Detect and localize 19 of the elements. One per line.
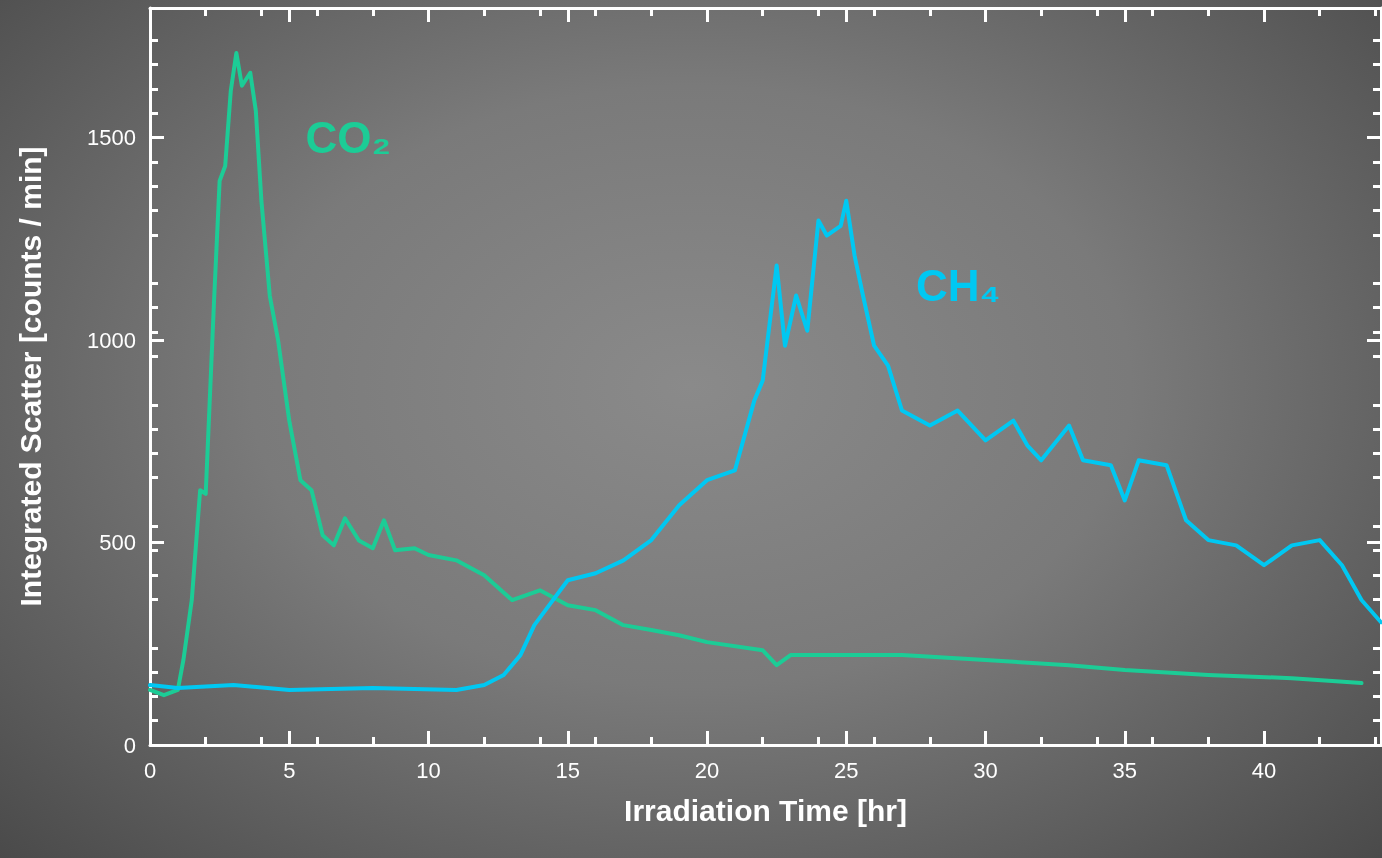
x-tick-label: 20 xyxy=(694,757,720,783)
series-label: CH₄ xyxy=(916,261,1001,311)
y-tick-label: 1500 xyxy=(87,125,136,151)
x-tick-label: 30 xyxy=(973,757,998,783)
x-tick-label: 35 xyxy=(1112,757,1138,783)
x-tick-label: 40 xyxy=(1251,757,1277,783)
y-axis-title: Integrated Scatter [counts / min] xyxy=(13,146,47,607)
line-series xyxy=(148,50,1364,698)
x-tick-label: 0 xyxy=(143,757,157,783)
series-label: CO₂ xyxy=(305,113,392,163)
y-tick-label: 500 xyxy=(99,530,136,556)
x-tick-label: 25 xyxy=(834,757,859,783)
x-tick-label: 10 xyxy=(416,757,441,783)
y-tick-label: 0 xyxy=(123,732,136,758)
line-series xyxy=(148,198,1382,692)
y-tick-label: 1000 xyxy=(87,327,136,353)
x-axis-title: Irradiation Time [hr] xyxy=(624,793,907,827)
x-tick-label: 5 xyxy=(283,757,296,783)
x-tick-label: 15 xyxy=(555,757,580,783)
